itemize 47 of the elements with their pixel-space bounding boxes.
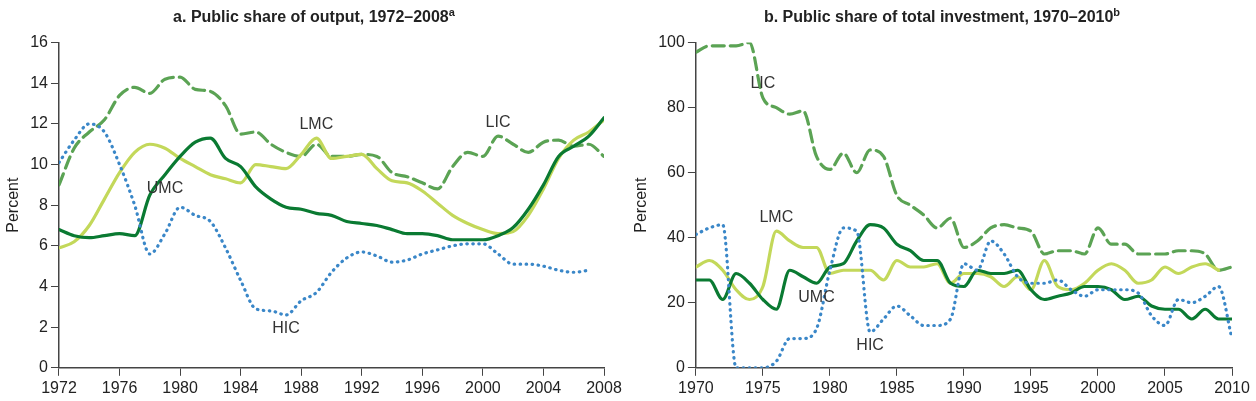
x-tick-label: 1970 [678,378,714,396]
y-tick-label: 2 [39,317,49,335]
line-series [695,42,1232,272]
x-tick-label: 1980 [162,378,199,396]
series-label: UMC [798,287,835,305]
y-axis-title: Percent [4,177,22,233]
x-tick-label: 1972 [41,378,77,396]
x-tick-label: 1985 [879,378,915,396]
x-tick-label: 1980 [812,378,848,396]
y-tick-label: 80 [667,98,685,116]
series-label: LMC [299,114,334,132]
y-tick-label: 6 [39,236,49,254]
y-tick-label: 12 [30,114,49,132]
x-tick-label: 1975 [745,378,781,396]
line-series [59,75,604,191]
x-tick-label: 2000 [465,378,501,396]
x-tick-label: 1995 [1013,378,1049,396]
y-tick-label: 40 [667,228,685,246]
y-tick-label: 4 [39,276,49,294]
chart-title: a. Public share of output, 1972–2008$^{a}$ [172,6,456,27]
x-tick-label: 2005 [1147,378,1183,396]
y-tick-label: 14 [30,73,49,91]
series-label: LMC [759,207,794,225]
x-tick-label: 2000 [1080,378,1116,396]
x-tick-label: 1988 [283,378,320,396]
y-tick-label: 16 [30,33,49,51]
chart-title: b. Public share of total investment, 1970–2010$^{b}$ [762,6,1122,27]
y-tick-label: 0 [39,358,49,376]
x-tick-label: 2010 [1214,378,1250,396]
x-tick-label: 1976 [101,378,138,396]
y-tick-label: 8 [39,195,49,213]
x-tick-label: 2008 [586,378,622,396]
x-tick-label: 1992 [343,378,380,396]
x-tick-label: 2004 [525,378,562,396]
y-tick-label: 20 [667,293,685,311]
line-series [695,223,1232,321]
x-tick-label: 1996 [404,378,441,396]
series-label: HIC [856,336,884,354]
y-tick-label: 100 [658,33,685,51]
series-label: HIC [272,319,300,337]
y-tick-label: 10 [30,154,49,172]
y-tick-label: 0 [675,358,685,376]
x-tick-label: 1990 [946,378,982,396]
y-tick-label: 60 [667,163,685,181]
y-axis-title: Percent [632,177,650,233]
series-label: LIC [485,112,511,130]
x-tick-label: 1984 [222,378,259,396]
